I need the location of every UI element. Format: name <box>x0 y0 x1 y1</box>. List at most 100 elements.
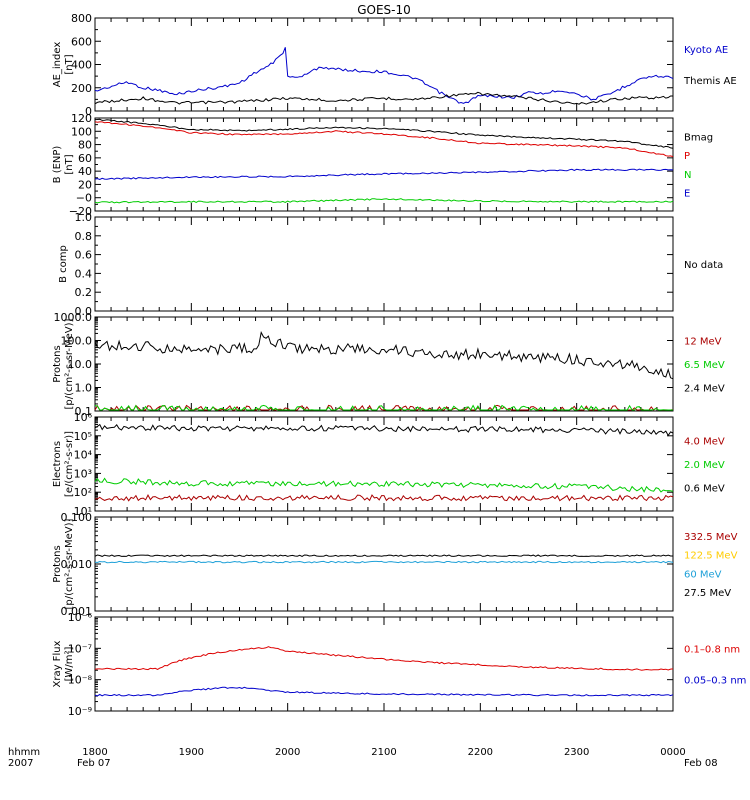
panel-frame <box>94 516 674 612</box>
legend-label: 0.6 MeV <box>684 484 725 495</box>
y-tick-label: 100 <box>71 125 92 138</box>
y-tick-label: 1.0 <box>75 382 93 395</box>
series-line <box>94 477 674 493</box>
panel-4: 0.1 1.0 10.0 100.0 1000.0 Protons [p/(cm²-s-sr… <box>52 311 725 418</box>
y-tick-label: −0 <box>76 192 92 205</box>
x-tick-label: 1900 <box>179 747 204 758</box>
y-tick-label: 600 <box>71 35 92 48</box>
panel-frame <box>94 416 674 512</box>
y-tick-label: 0.1 <box>75 405 93 418</box>
legend-label: 27.5 MeV <box>684 588 731 599</box>
y-tick-label: 10³ <box>74 467 92 480</box>
panel-frame <box>94 616 674 712</box>
start-date-label: Feb 07 <box>77 758 111 769</box>
y-tick-label: 120 <box>71 112 92 125</box>
y-tick-label: 0.6 <box>75 249 93 262</box>
y-tick-label: 0.0 <box>75 305 93 318</box>
y-tick-label: 10⁴ <box>74 449 93 462</box>
y-tick-label: 100.0 <box>61 335 93 348</box>
legend-label: 2.4 MeV <box>684 384 725 395</box>
series-line <box>94 121 674 158</box>
y-tick-label: 1.0 <box>75 211 93 224</box>
panel-3: 0.0 0.2 0.4 0.6 0.8 1.0 B comp No data <box>58 211 723 318</box>
x-tick-label: 1800 <box>82 747 107 758</box>
end-date-label: Feb 08 <box>684 758 718 769</box>
legend-label: No data <box>684 260 723 271</box>
series-line <box>94 198 674 204</box>
legend-label: P <box>684 151 690 162</box>
y-tick-label: 400 <box>71 59 92 72</box>
legend-label: 4.0 MeV <box>684 437 725 448</box>
y-tick-label: 0.4 <box>75 267 93 280</box>
legend-label: 0.1–0.8 nm <box>684 644 740 655</box>
y-tick-label: 10⁻⁶ <box>68 611 93 624</box>
legend-label: Bmag <box>684 133 713 144</box>
plot-title: GOES-10 <box>357 3 411 17</box>
series-line <box>95 494 674 502</box>
y-tick-label: 10⁻⁷ <box>68 642 92 655</box>
y-tick-label: 0.010 <box>61 558 93 571</box>
y-tick-label: 10⁵ <box>74 430 92 443</box>
y-axis-label: Electrons <box>52 441 63 487</box>
series-line <box>94 331 674 380</box>
series-line <box>94 423 674 437</box>
x-tick-label: 0000 <box>660 747 685 758</box>
legend-label: 60 MeV <box>684 569 722 580</box>
y-axis-label: Xray Flux <box>52 640 63 687</box>
y-axis-label: AE_index <box>52 42 63 88</box>
panel-frame <box>94 316 674 412</box>
y-tick-label: 40 <box>78 165 92 178</box>
y-tick-label: 0.001 <box>61 605 93 618</box>
y-tick-label: −20 <box>69 205 92 218</box>
series-line <box>94 560 674 564</box>
legend-label: 122.5 MeV <box>684 551 738 562</box>
legend-label: Themis AE <box>683 76 737 87</box>
y-tick-label: 10² <box>74 486 92 499</box>
series-line <box>94 118 674 149</box>
legend-label: 6.5 MeV <box>684 360 725 371</box>
y-tick-label: 0 <box>85 105 92 118</box>
y-axis-label: Protons <box>52 345 63 382</box>
y-axis-label: Protons <box>52 545 63 582</box>
panel-1: 0 200 400 600 800 AE_index [nT] Kyoto AE Themis … <box>52 12 737 118</box>
y-axis-label: B (ENP) <box>52 146 63 184</box>
legend-label: E <box>684 188 690 199</box>
series-line <box>94 91 673 105</box>
series-line <box>94 686 674 697</box>
y-tick-label: 10.0 <box>68 358 93 371</box>
y-axis-label: [W/m²] <box>64 646 75 681</box>
y-tick-label: 800 <box>71 12 92 25</box>
y-axis-label: [p/(cm²-s-sr-MeV)] <box>64 318 75 409</box>
y-tick-label: 20 <box>78 178 92 191</box>
y-axis-label: [nT] <box>64 154 75 174</box>
y-tick-label: 10⁻⁸ <box>68 674 93 687</box>
x-tick-label: 2100 <box>371 747 396 758</box>
panel-6: 0.001 0.010 0.100 Protons [p/(cm²-s-sr-MeV)]… <box>52 511 738 618</box>
y-tick-label: 10⁻⁹ <box>68 705 92 718</box>
legend-label: Kyoto AE <box>684 45 728 56</box>
y-tick-label: 0.8 <box>75 230 93 243</box>
x-tick-label: 2300 <box>564 747 589 758</box>
y-axis-label: B comp <box>58 245 69 283</box>
y-tick-label: 1000.0 <box>54 311 93 324</box>
series-line <box>94 168 674 181</box>
series-line <box>94 554 673 557</box>
legend-label: 2.0 MeV <box>684 460 725 471</box>
panel-7: 10⁻⁹ 10⁻⁸ 10⁻⁷ 10⁻⁶ Xray Flux [W/m²] 0.1–0.8 n… <box>52 611 746 718</box>
y-tick-label: 80 <box>78 139 92 152</box>
year-label: 2007 <box>8 758 33 769</box>
hhmm-label: hhmm <box>8 747 40 758</box>
y-tick-label: 10¹ <box>74 505 92 518</box>
legend-label: 0.05–0.3 nm <box>684 676 746 687</box>
panel-5: 10¹ 10² 10³ 10⁴ 10⁵ 10⁶ Electrons [e/(cm²-s-sr)… <box>52 411 725 518</box>
y-tick-label: 200 <box>71 82 92 95</box>
series-line <box>94 47 674 104</box>
y-axis-label: [nT] <box>64 54 75 74</box>
series-line <box>94 646 674 671</box>
y-tick-label: 10⁶ <box>74 411 93 424</box>
panel-frame <box>94 216 674 312</box>
series-line <box>94 404 673 412</box>
